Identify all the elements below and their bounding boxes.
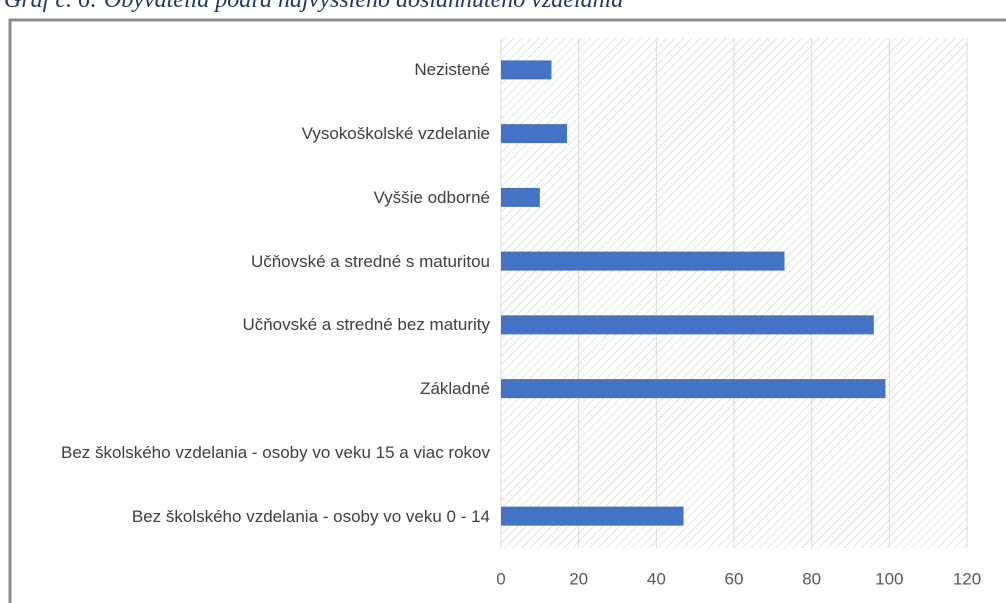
y-tick-label: Nezistené bbox=[414, 60, 490, 80]
y-tick-label: Vyššie odborné bbox=[373, 187, 490, 207]
bar bbox=[501, 124, 568, 144]
bar bbox=[501, 60, 552, 80]
category-label-box: Vyššie odborné bbox=[10, 167, 490, 227]
y-tick-label: Učňovské a stredné bez maturity bbox=[242, 315, 490, 335]
category-label-box: Základné bbox=[10, 359, 490, 419]
bar bbox=[501, 251, 785, 271]
y-tick-label: Učňovské a stredné s maturitou bbox=[250, 251, 490, 271]
category-label-box: Bez školského vzdelania - osoby vo veku … bbox=[10, 486, 490, 546]
category-label-box: Vysokoškolské vzdelanie bbox=[10, 104, 490, 164]
bar bbox=[501, 187, 540, 207]
bar bbox=[501, 379, 886, 399]
x-tick-label: 40 bbox=[647, 569, 666, 588]
y-tick-label: Bez školského vzdelania - osoby vo veku … bbox=[131, 506, 490, 526]
y-tick-label: Bez školského vzdelania - osoby vo veku … bbox=[60, 442, 490, 462]
x-tick-label: 20 bbox=[569, 569, 588, 588]
x-tick-label: 100 bbox=[875, 569, 903, 588]
category-label-box: Nezistené bbox=[10, 40, 490, 100]
y-tick-label: Vysokoškolské vzdelanie bbox=[301, 124, 490, 144]
chart-title: Graf č. 6: Obyvatelia podľa najvyššieho … bbox=[4, 0, 624, 13]
bar bbox=[501, 506, 684, 526]
chart-frame bbox=[8, 18, 1006, 603]
category-label-box: Bez školského vzdelania - osoby vo veku … bbox=[10, 422, 490, 482]
bar bbox=[501, 315, 874, 335]
x-tick-label: 120 bbox=[953, 569, 981, 588]
category-label-box: Učňovské a stredné bez maturity bbox=[10, 295, 490, 355]
x-tick-label: 80 bbox=[802, 569, 821, 588]
category-label-box: Učňovské a stredné s maturitou bbox=[10, 231, 490, 291]
x-tick-label: 60 bbox=[725, 569, 744, 588]
x-tick-label: 0 bbox=[496, 569, 505, 588]
y-tick-label: Základné bbox=[420, 379, 490, 399]
